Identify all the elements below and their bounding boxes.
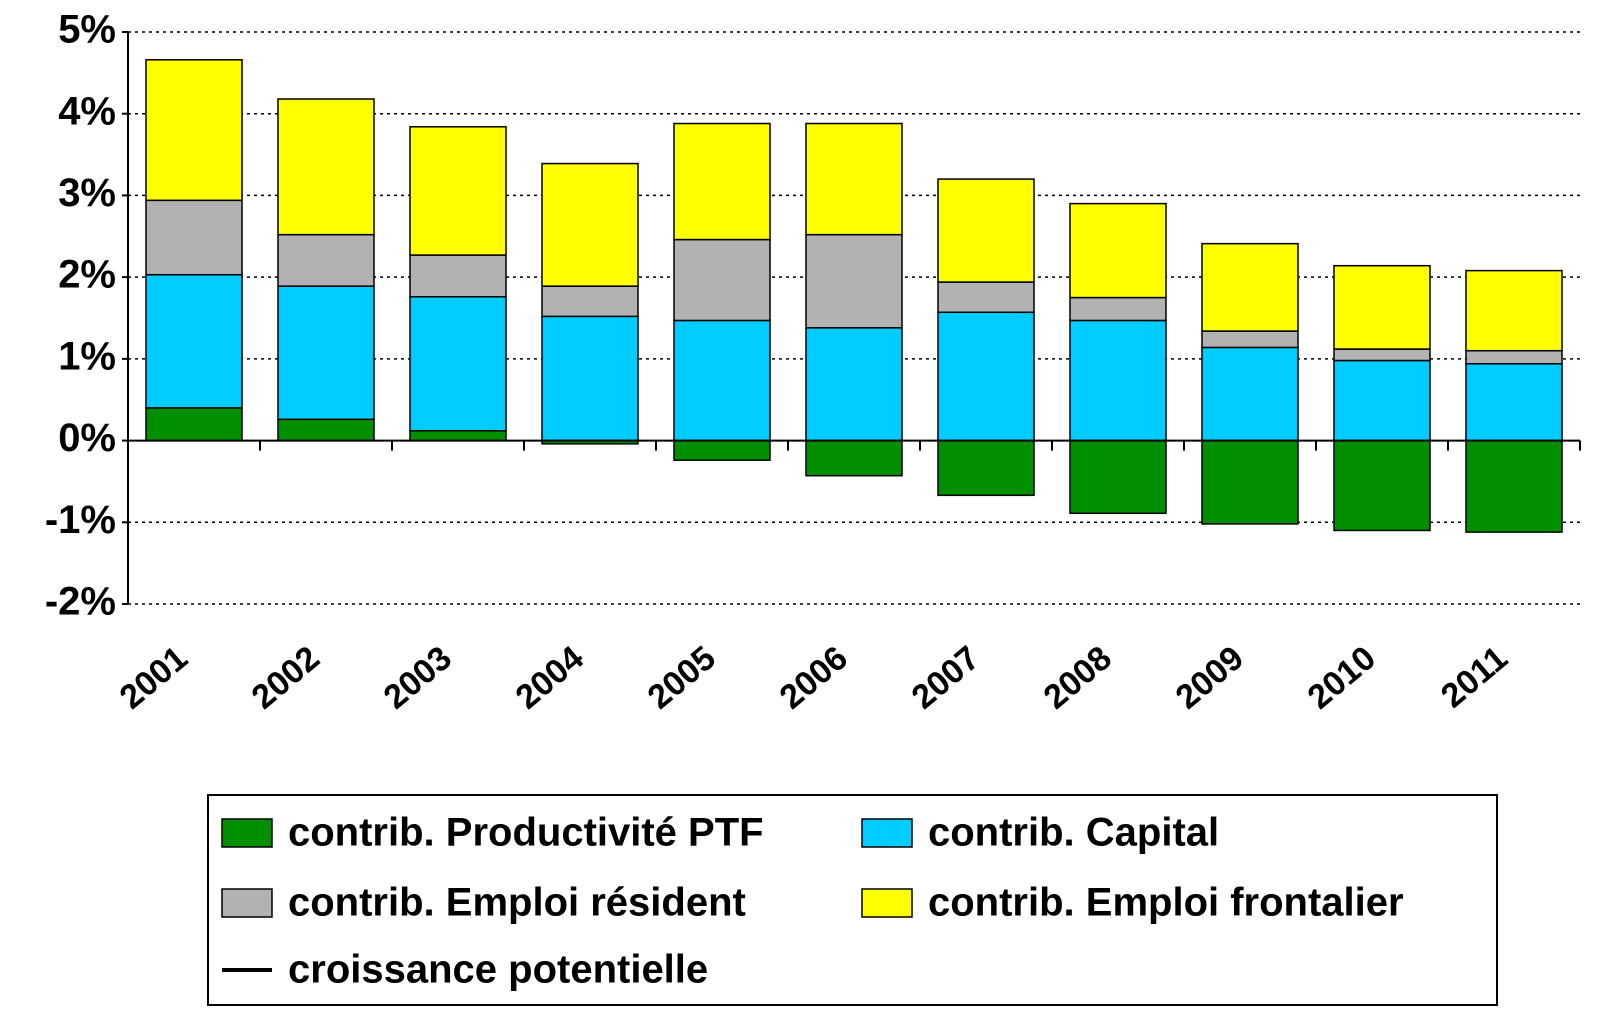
y-tick-label: -2% (45, 580, 116, 624)
x-tick-label: 2004 (509, 639, 591, 717)
bar-segment (1201, 330, 1299, 349)
x-tick-label: 2003 (377, 639, 459, 717)
legend-swatch (221, 888, 273, 918)
legend-swatch (861, 818, 913, 848)
bar-segment (1069, 202, 1167, 299)
y-tick-label: 2% (58, 253, 116, 297)
bar-segment (409, 430, 507, 442)
x-tick-label: 2011 (1434, 639, 1515, 716)
bar-segment (673, 122, 771, 241)
legend-swatch (861, 888, 913, 918)
y-tick-label: 5% (58, 8, 116, 52)
bar-segment (673, 238, 771, 322)
bar-segment (1465, 363, 1563, 442)
bar-segment (541, 162, 639, 287)
bar-segment (1333, 264, 1431, 350)
legend-label: contrib. Capital (928, 811, 1219, 855)
bar-segment (409, 296, 507, 432)
bar-segment (805, 327, 903, 442)
bar-segment (277, 285, 375, 421)
bar-segment (937, 311, 1035, 442)
bar-segment (145, 199, 243, 276)
x-tick-label: 2008 (1037, 639, 1119, 717)
x-tick-label: 2002 (245, 639, 327, 717)
bar-segment (1201, 346, 1299, 442)
bar-segment (1069, 296, 1167, 322)
bar-segment (805, 439, 903, 477)
bar-segment (145, 59, 243, 202)
x-tick-label: 2006 (773, 639, 855, 717)
bar-segment (1201, 242, 1299, 332)
bar-segment (277, 98, 375, 236)
bar-segment (1333, 439, 1431, 532)
y-tick-label: 1% (58, 334, 116, 378)
legend-swatch (221, 818, 273, 848)
bar-segment (1069, 439, 1167, 515)
bar-segment (277, 233, 375, 287)
bar-segment (541, 285, 639, 318)
legend-label: contrib. Productivité PTF (288, 811, 764, 855)
x-tick-label: 2001 (113, 639, 195, 717)
y-tick-label: 4% (58, 89, 116, 133)
x-tick-label: 2010 (1301, 639, 1383, 717)
bar-segment (1465, 349, 1563, 365)
bar-segment (1465, 269, 1563, 352)
legend-label: contrib. Emploi frontalier (928, 881, 1404, 925)
bar-segment (673, 319, 771, 442)
bar-segment (541, 315, 639, 442)
x-tick-label: 2005 (641, 639, 723, 717)
bar-segment (1465, 439, 1563, 533)
bar-segment (277, 418, 375, 442)
x-tick-label: 2007 (905, 639, 987, 717)
bar-segment (673, 439, 771, 461)
bar-segment (1069, 319, 1167, 442)
bar-segment (1201, 439, 1299, 525)
x-tick-label: 2009 (1169, 639, 1251, 717)
bar-segment (805, 233, 903, 329)
y-tick-label: 3% (58, 171, 116, 215)
bar-segment (937, 281, 1035, 314)
bar-segment (409, 126, 507, 256)
bar-segment (805, 122, 903, 236)
y-tick-label: -1% (45, 498, 116, 542)
y-tick-label: 0% (58, 416, 116, 460)
legend-label: contrib. Emploi résident (288, 881, 746, 925)
bar-segment (937, 439, 1035, 497)
bar-segment (1333, 348, 1431, 362)
bar-segment (145, 407, 243, 442)
legend-box (207, 794, 1498, 1006)
bar-segment (1333, 359, 1431, 442)
legend-label: croissance potentielle (288, 948, 708, 992)
bar-segment (409, 254, 507, 298)
bar-segment (937, 178, 1035, 283)
bar-segment (145, 273, 243, 409)
